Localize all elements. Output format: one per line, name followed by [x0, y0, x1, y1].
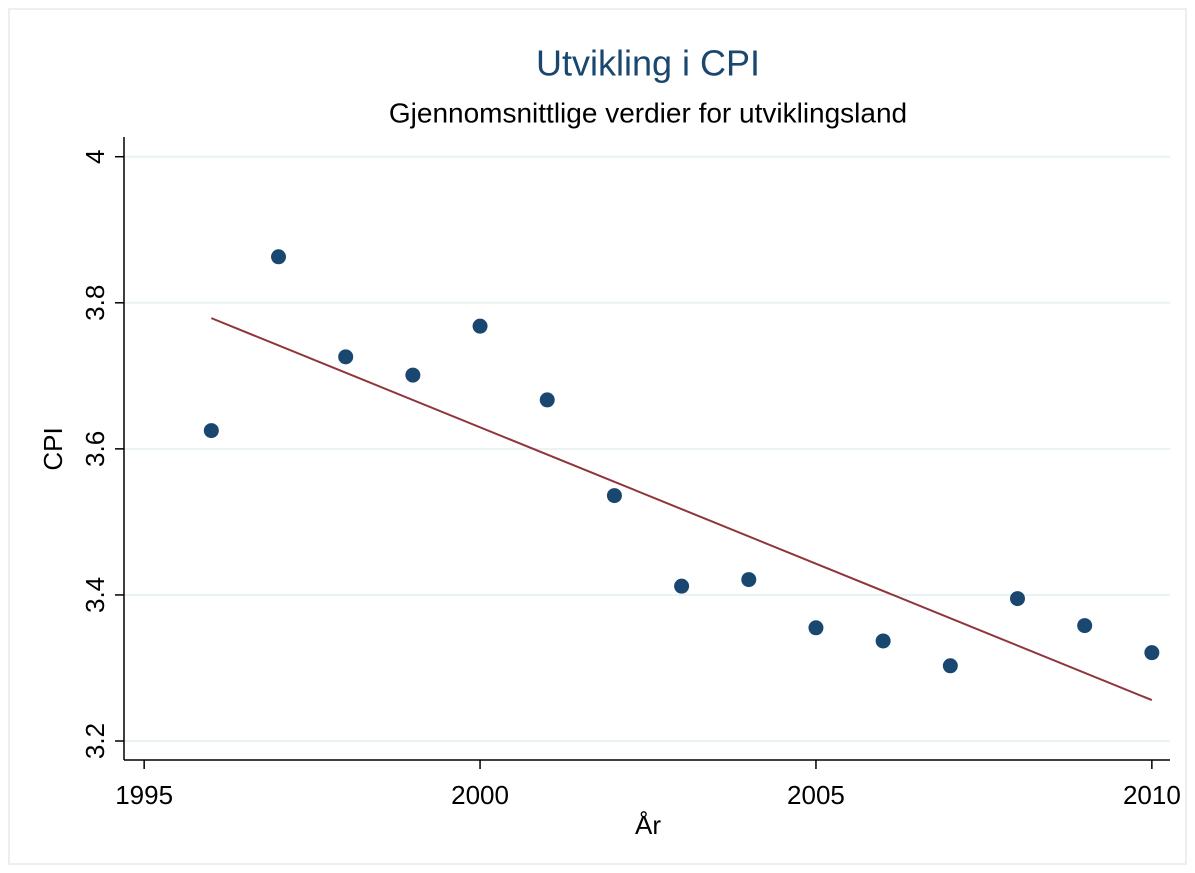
- data-point: [1077, 618, 1093, 634]
- data-point: [741, 572, 757, 588]
- y-tick-label: 3.2: [80, 723, 110, 759]
- data-point: [1144, 645, 1160, 661]
- data-point: [405, 367, 421, 383]
- data-point: [942, 658, 958, 674]
- chart-subtitle: Gjennomsnittlige verdier for utviklingsl…: [389, 97, 907, 128]
- data-point: [808, 620, 824, 636]
- y-tick-label: 4: [80, 149, 110, 163]
- data-point: [674, 578, 690, 594]
- x-axis-label: År: [635, 810, 661, 840]
- data-point: [203, 423, 219, 439]
- data-point: [472, 318, 488, 334]
- data-point: [539, 392, 555, 408]
- fit-line: [210, 317, 1153, 702]
- y-tick-label: 3.6: [80, 431, 110, 467]
- x-tick-label: 2000: [451, 780, 509, 810]
- chart-title: Utvikling i CPI: [536, 43, 760, 84]
- x-tick-label: 2010: [1123, 780, 1181, 810]
- x-tick-label: 1995: [115, 780, 173, 810]
- data-point: [875, 633, 891, 649]
- data-point: [338, 349, 354, 365]
- x-tick-label: 2005: [787, 780, 845, 810]
- chart-frame: [8, 8, 1187, 865]
- y-axis-label: CPI: [38, 427, 68, 470]
- data-point: [1010, 591, 1026, 607]
- data-point: [271, 249, 287, 265]
- data-point: [606, 488, 622, 504]
- y-tick-label: 3.4: [80, 577, 110, 613]
- y-tick-label: 3.8: [80, 285, 110, 321]
